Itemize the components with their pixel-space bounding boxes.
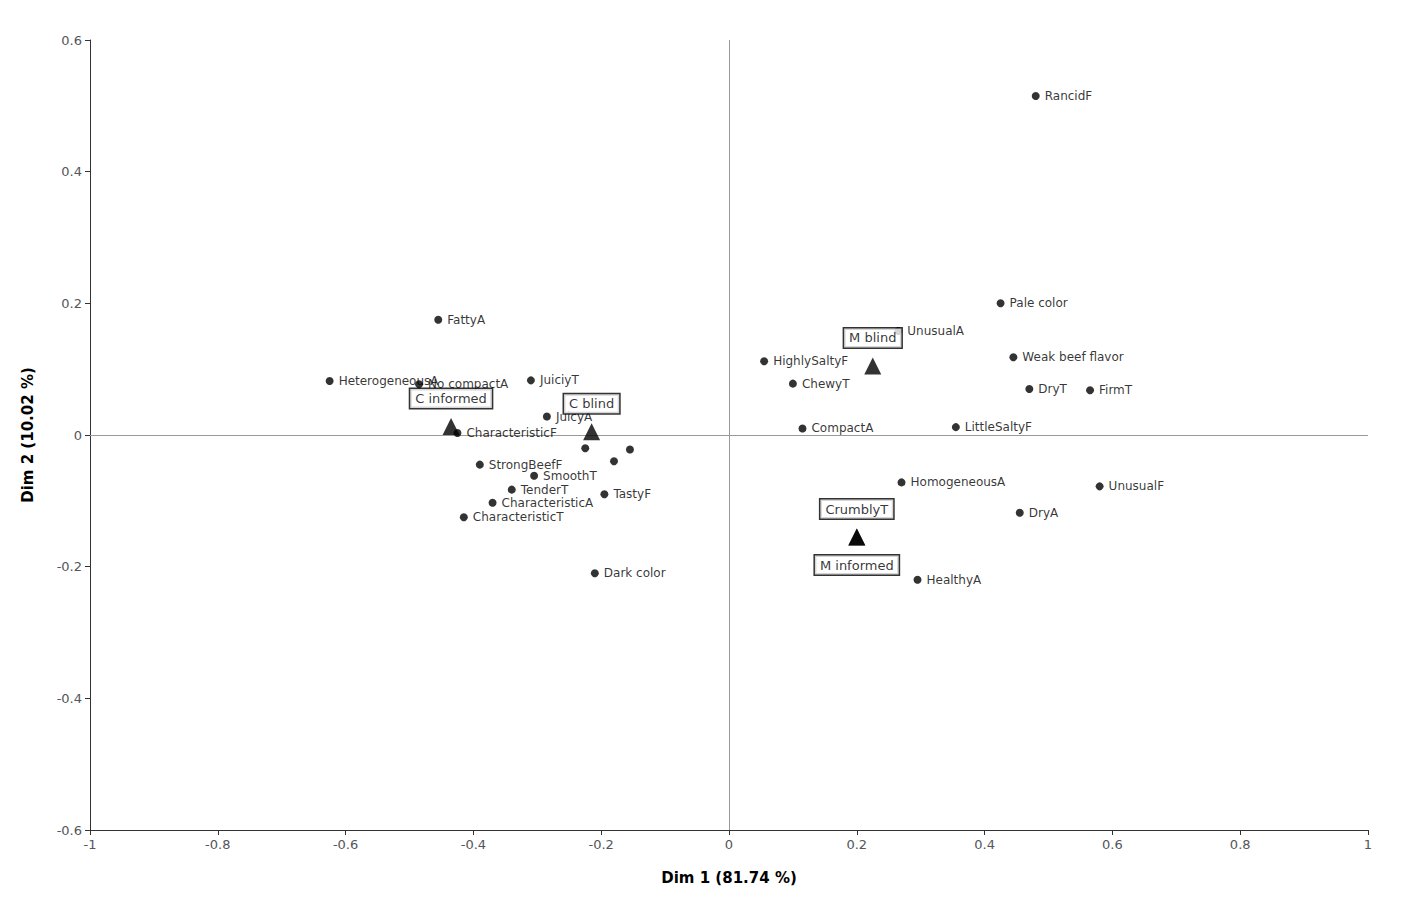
svg-text:DryT: DryT	[1038, 382, 1067, 396]
svg-text:-0.8: -0.8	[205, 837, 230, 852]
svg-text:-0.4: -0.4	[461, 837, 486, 852]
svg-text:0.4: 0.4	[974, 837, 995, 852]
svg-text:-1: -1	[84, 837, 97, 852]
svg-text:TastyF: TastyF	[612, 487, 651, 501]
svg-text:HealthyA: HealthyA	[927, 573, 983, 587]
svg-text:UnusualF: UnusualF	[1109, 479, 1165, 493]
svg-text:Weak beef flavor: Weak beef flavor	[1022, 350, 1123, 364]
svg-text:CharacteristicA: CharacteristicA	[502, 496, 594, 510]
svg-text:Dark color: Dark color	[604, 566, 666, 580]
svg-text:Dim 2 (10.02 %): Dim 2 (10.02 %)	[19, 367, 37, 503]
svg-text:-0.6: -0.6	[57, 823, 82, 838]
svg-text:0.6: 0.6	[1102, 837, 1123, 852]
svg-text:-0.2: -0.2	[589, 837, 614, 852]
svg-text:0.8: 0.8	[1230, 837, 1251, 852]
svg-text:DryA: DryA	[1029, 506, 1059, 520]
svg-text:C blind: C blind	[569, 396, 614, 411]
svg-text:-0.4: -0.4	[57, 691, 82, 706]
svg-text:No compactA: No compactA	[428, 377, 509, 392]
svg-text:0.2: 0.2	[61, 296, 82, 311]
svg-text:M informed: M informed	[820, 558, 894, 573]
svg-text:SmoothT: SmoothT	[543, 469, 597, 483]
svg-text:CrumblyT: CrumblyT	[825, 502, 888, 517]
svg-text:0.6: 0.6	[61, 33, 82, 48]
svg-text:JuicyA: JuicyA	[555, 409, 593, 424]
svg-text:StrongBeefF: StrongBeefF	[488, 457, 563, 472]
svg-text:CharacteristicT: CharacteristicT	[473, 510, 564, 524]
svg-text:RancidF: RancidF	[1045, 89, 1093, 103]
svg-text:0: 0	[74, 428, 82, 443]
svg-text:JuiciyT: JuiciyT	[539, 373, 580, 387]
svg-text:HomogeneousA: HomogeneousA	[911, 475, 1007, 489]
svg-text:LittleSaltyF: LittleSaltyF	[965, 420, 1032, 434]
svg-text:C informed: C informed	[415, 391, 487, 406]
svg-text:-0.6: -0.6	[333, 837, 358, 852]
svg-text:HeterogeneousA: HeterogeneousA	[339, 374, 440, 388]
svg-text:HighlySaltyF: HighlySaltyF	[773, 354, 848, 368]
svg-text:M blind: M blind	[849, 330, 896, 345]
svg-text:FattyA: FattyA	[447, 313, 486, 327]
svg-text:UnusualA: UnusualA	[907, 324, 965, 338]
svg-text:0.4: 0.4	[61, 164, 82, 179]
svg-text:0.2: 0.2	[846, 837, 867, 852]
svg-text:Dim 1 (81.74 %): Dim 1 (81.74 %)	[661, 869, 797, 887]
svg-text:ChewyT: ChewyT	[802, 377, 850, 391]
svg-text:TenderT: TenderT	[520, 483, 569, 497]
svg-text:-0.2: -0.2	[57, 559, 82, 574]
svg-text:1: 1	[1364, 837, 1372, 852]
svg-text:CompactA: CompactA	[811, 421, 874, 435]
svg-text:FirmT: FirmT	[1099, 383, 1133, 397]
svg-text:CharacteristicF: CharacteristicF	[466, 426, 556, 440]
svg-text:Pale color: Pale color	[1010, 296, 1068, 310]
svg-text:0: 0	[725, 837, 733, 852]
